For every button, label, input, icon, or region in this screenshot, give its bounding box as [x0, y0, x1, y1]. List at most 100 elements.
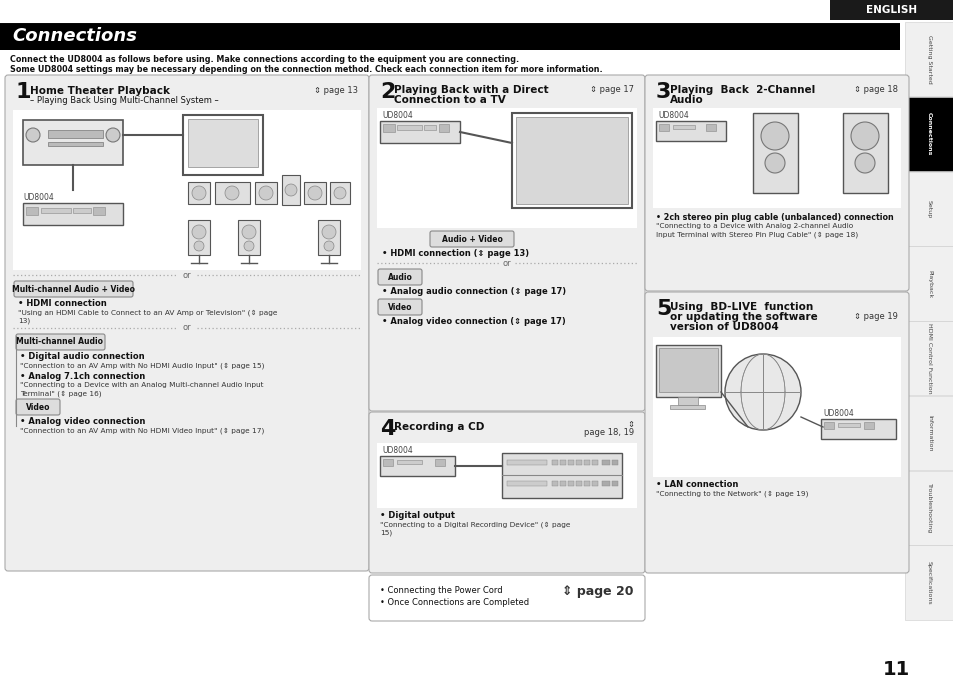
Text: ⇕: ⇕: [626, 420, 634, 429]
FancyBboxPatch shape: [377, 299, 421, 315]
Bar: [506, 460, 546, 465]
Bar: [678, 397, 698, 405]
Bar: [567, 460, 574, 465]
Text: ⇕ page 18: ⇕ page 18: [853, 85, 897, 94]
Text: Input Terminal with Stereo Pin Plug Cable" (⇕ page 18): Input Terminal with Stereo Pin Plug Cabl…: [656, 231, 858, 238]
Bar: [583, 460, 589, 465]
Text: or: or: [502, 259, 511, 267]
Bar: [379, 121, 459, 143]
Text: Audio + Video: Audio + Video: [441, 234, 502, 244]
Circle shape: [106, 128, 120, 142]
Text: • Digital output: • Digital output: [379, 511, 455, 520]
Text: "Connecting to a Device with Analog 2-channel Audio: "Connecting to a Device with Analog 2-ch…: [656, 223, 852, 229]
Bar: [382, 459, 393, 466]
Bar: [13, 110, 360, 270]
Bar: [904, 171, 953, 246]
Text: UD8004: UD8004: [381, 111, 413, 120]
Text: 2: 2: [379, 82, 395, 102]
Bar: [837, 423, 859, 427]
Bar: [904, 545, 953, 620]
Text: • 2ch stereo pin plug cable (unbalanced) connection: • 2ch stereo pin plug cable (unbalanced)…: [656, 213, 893, 222]
Text: • Digital audio connection: • Digital audio connection: [20, 352, 145, 361]
Bar: [652, 337, 900, 477]
Bar: [41, 208, 71, 213]
Bar: [317, 220, 339, 255]
Bar: [396, 125, 421, 130]
Bar: [904, 97, 953, 171]
Bar: [501, 453, 621, 498]
Text: or: or: [182, 271, 192, 279]
Circle shape: [724, 354, 801, 430]
Bar: [330, 182, 350, 204]
Bar: [601, 481, 609, 486]
Text: 13): 13): [18, 317, 30, 323]
Text: • Analog video connection: • Analog video connection: [20, 417, 145, 426]
Bar: [282, 175, 299, 205]
Text: • Analog audio connection (⇕ page 17): • Analog audio connection (⇕ page 17): [381, 287, 565, 296]
Bar: [183, 115, 263, 175]
Text: Recording a CD: Recording a CD: [394, 422, 484, 432]
Text: Some UD8004 settings may be necessary depending on the connection method. Check : Some UD8004 settings may be necessary de…: [10, 65, 602, 74]
Text: Information: Information: [926, 415, 931, 452]
Bar: [188, 182, 210, 204]
Bar: [48, 142, 103, 146]
Bar: [612, 460, 618, 465]
Bar: [904, 22, 953, 97]
Bar: [48, 130, 103, 138]
Text: ⇕ page 19: ⇕ page 19: [853, 312, 897, 321]
Text: • LAN connection: • LAN connection: [656, 480, 738, 489]
Circle shape: [850, 122, 878, 150]
Bar: [23, 203, 123, 225]
Bar: [904, 246, 953, 321]
Text: "Connection to an AV Amp with No HDMI Video Input" (⇕ page 17): "Connection to an AV Amp with No HDMI Vi…: [20, 427, 264, 433]
Bar: [652, 108, 900, 208]
Circle shape: [26, 128, 40, 142]
Circle shape: [225, 186, 239, 200]
Bar: [379, 456, 455, 476]
Bar: [567, 481, 574, 486]
Text: Video: Video: [387, 302, 412, 311]
Text: Video: Video: [26, 402, 51, 412]
Bar: [904, 396, 953, 470]
Text: Multi-channel Audio: Multi-channel Audio: [16, 338, 103, 346]
Text: • Analog 7.1ch connection: • Analog 7.1ch connection: [20, 372, 145, 381]
Text: Home Theater Playback: Home Theater Playback: [30, 86, 170, 96]
Bar: [842, 113, 887, 193]
Bar: [23, 120, 123, 165]
Bar: [705, 124, 716, 131]
Bar: [304, 182, 326, 204]
Text: Audio: Audio: [387, 273, 412, 281]
Circle shape: [760, 122, 788, 150]
Bar: [823, 422, 833, 429]
Bar: [659, 124, 668, 131]
Text: UD8004: UD8004: [23, 193, 53, 202]
Text: ⇕ page 13: ⇕ page 13: [314, 86, 357, 95]
FancyBboxPatch shape: [644, 292, 908, 573]
Bar: [376, 108, 637, 228]
Text: Audio: Audio: [669, 95, 703, 105]
Bar: [656, 121, 725, 141]
Bar: [904, 470, 953, 545]
Text: UD8004: UD8004: [658, 111, 688, 120]
Text: Setup: Setup: [926, 200, 931, 218]
Bar: [237, 220, 260, 255]
FancyBboxPatch shape: [430, 231, 514, 247]
Bar: [376, 443, 637, 508]
Circle shape: [764, 153, 784, 173]
FancyBboxPatch shape: [377, 269, 421, 285]
Bar: [188, 119, 257, 167]
Text: 1: 1: [16, 82, 31, 102]
Bar: [559, 481, 565, 486]
Circle shape: [244, 241, 253, 251]
Circle shape: [285, 184, 296, 196]
Text: UD8004: UD8004: [381, 446, 413, 455]
Bar: [592, 460, 598, 465]
Text: – Playing Back Using Multi-Channel System –: – Playing Back Using Multi-Channel Syste…: [30, 96, 218, 105]
Text: "Connection to an AV Amp with No HDMI Audio Input" (⇕ page 15): "Connection to an AV Amp with No HDMI Au…: [20, 362, 264, 369]
Text: Troubleshooting: Troubleshooting: [926, 483, 931, 533]
Text: Connect the UD8004 as follows before using. Make connections according to the eq: Connect the UD8004 as follows before usi…: [10, 55, 518, 64]
Bar: [26, 207, 38, 215]
Bar: [752, 113, 797, 193]
Text: Connections: Connections: [926, 113, 931, 156]
Text: • HDMI connection: • HDMI connection: [18, 299, 107, 308]
